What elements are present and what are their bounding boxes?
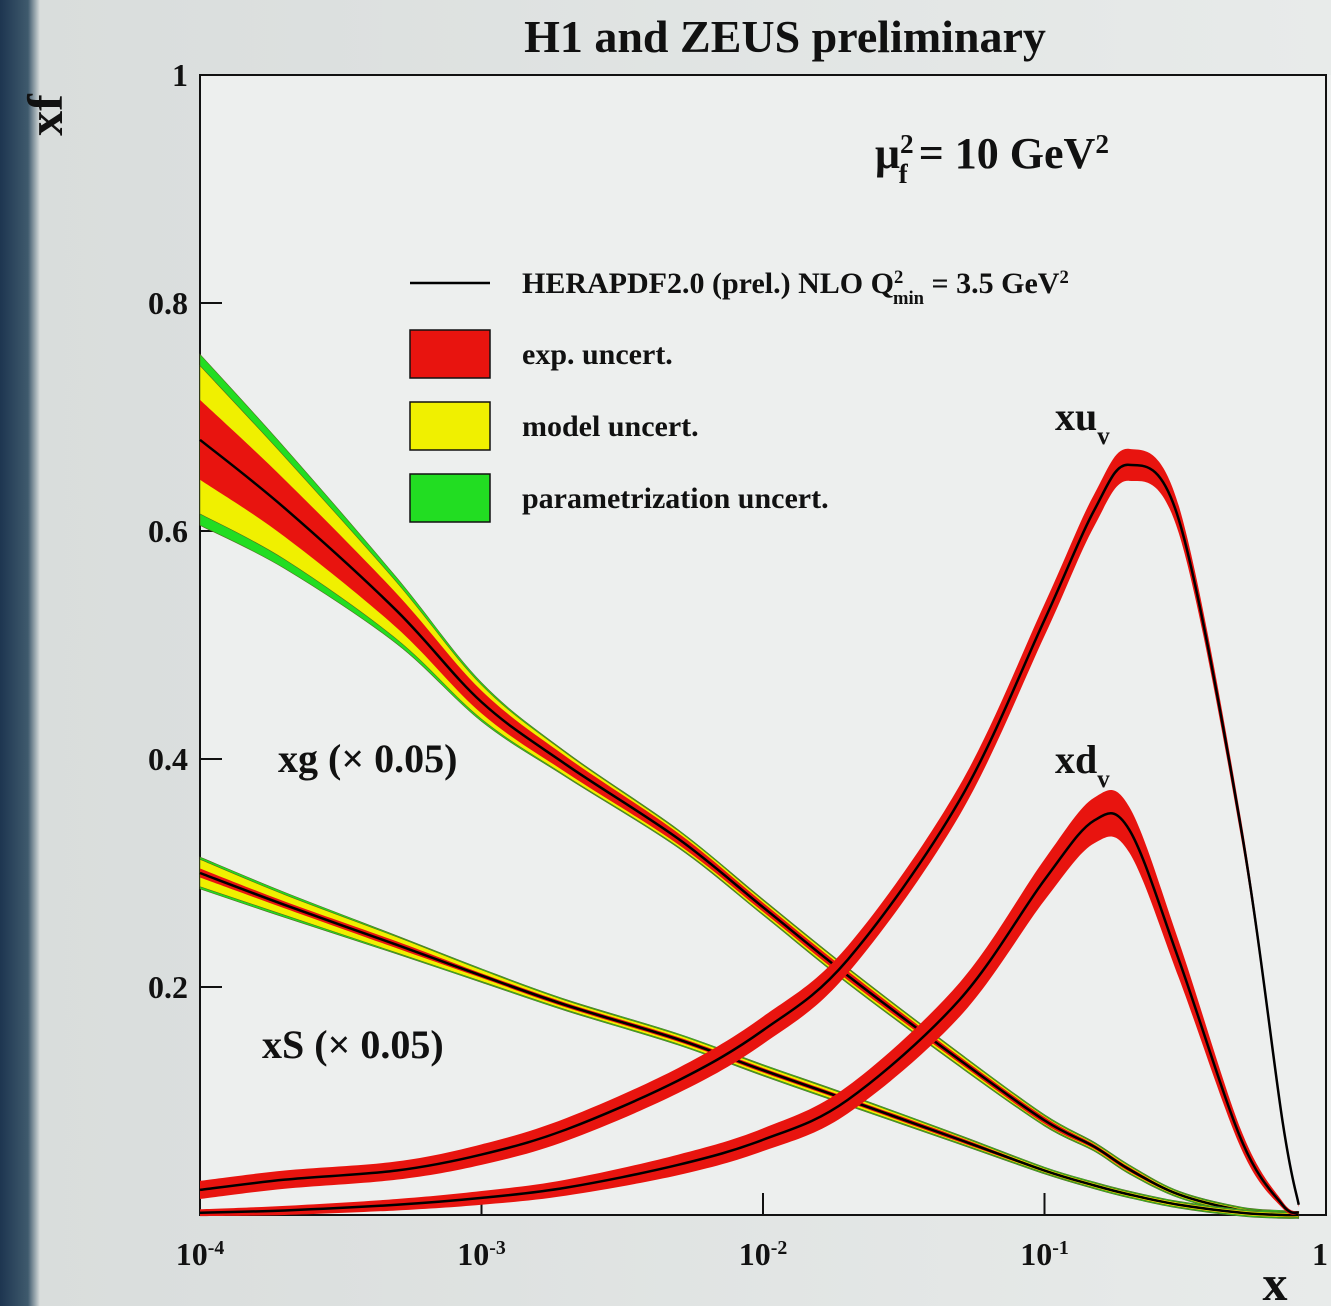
pdf-line [199, 812, 1300, 1215]
x-tick-label-part: -1 [1052, 1237, 1069, 1259]
curve-label: xS (× 0.05) [262, 1022, 444, 1067]
legend-label-part: = 3.5 GeV [924, 267, 1060, 300]
x-tick-label-part: 10 [457, 1236, 489, 1272]
x-tick-label: 1 [1312, 1236, 1328, 1272]
x-tick-label-part: 10 [739, 1236, 771, 1272]
annotation-part: 2 [1095, 129, 1109, 159]
x-tick-label-part: 10 [176, 1236, 208, 1272]
x-tick-label-part: -2 [771, 1237, 788, 1259]
x-tick-label: 10-2 [739, 1236, 788, 1272]
legend-label: HERAPDF2.0 (prel.) NLO Q2 min = 3.5 GeV2 [522, 267, 1069, 309]
legend-label-part: 2 [1059, 267, 1068, 288]
annotation-part: μ [875, 129, 900, 178]
curve-label: xdv [1055, 737, 1110, 793]
y-axis-label: xf [17, 93, 73, 136]
annotation-part: 2 [900, 129, 914, 159]
legend-swatch [409, 401, 491, 451]
legend-swatch [409, 329, 491, 379]
x-axis-label: x [1263, 1255, 1288, 1306]
curve-label-part: xS (× 0.05) [262, 1022, 444, 1067]
y-tick-label: 1 [172, 57, 188, 93]
uncertainty-band [199, 858, 1300, 1218]
x-tick-label-part: 10 [1020, 1236, 1052, 1272]
legend-label: parametrization uncert. [522, 482, 829, 515]
legend-swatch [409, 473, 491, 523]
y-tick-label: 0.6 [148, 513, 188, 549]
curve-label-part: v [1097, 423, 1110, 450]
curve-label-part: xg (× 0.05) [278, 736, 457, 781]
legend-label-part: 2 [894, 267, 903, 288]
legend-label-part: exp. uncert. [522, 338, 673, 371]
curve-label: xg (× 0.05) [278, 736, 457, 781]
curve-label-part: xd [1055, 737, 1097, 782]
uncertainty-band [200, 790, 1299, 1217]
x-tick-label: 10-3 [457, 1236, 506, 1272]
legend-label: model uncert. [522, 410, 699, 443]
legend-label-part: parametrization uncert. [522, 482, 829, 515]
uncertainty-band [199, 856, 1300, 1219]
legend-label-part: model uncert. [522, 410, 699, 443]
curve-label: xuv [1055, 394, 1110, 450]
annotation-part: = 10 GeV [908, 129, 1096, 178]
pdf-line [199, 438, 1299, 1217]
x-tick-label: 10-1 [1020, 1236, 1069, 1272]
y-tick-label: 0.8 [148, 285, 188, 321]
y-tick-label: 0.2 [148, 969, 188, 1005]
pdf-line [199, 463, 1300, 1205]
x-tick-label-part: -3 [489, 1237, 506, 1259]
y-tick-label: 0.4 [148, 741, 188, 777]
legend-label-part: HERAPDF2.0 (prel.) NLO Q [522, 267, 894, 300]
annotation: μ2 f = 10 GeV2 [875, 129, 1109, 189]
curve-label-part: xu [1055, 394, 1097, 439]
legend-label: exp. uncert. [522, 338, 673, 371]
annotation-part: f [899, 159, 909, 189]
x-tick-label-part: -4 [208, 1237, 225, 1259]
chart-title: H1 and ZEUS preliminary [524, 11, 1046, 62]
legend-label-part: min [893, 288, 925, 309]
curve-label-part: v [1097, 766, 1110, 793]
x-tick-label: 10-4 [176, 1236, 225, 1272]
